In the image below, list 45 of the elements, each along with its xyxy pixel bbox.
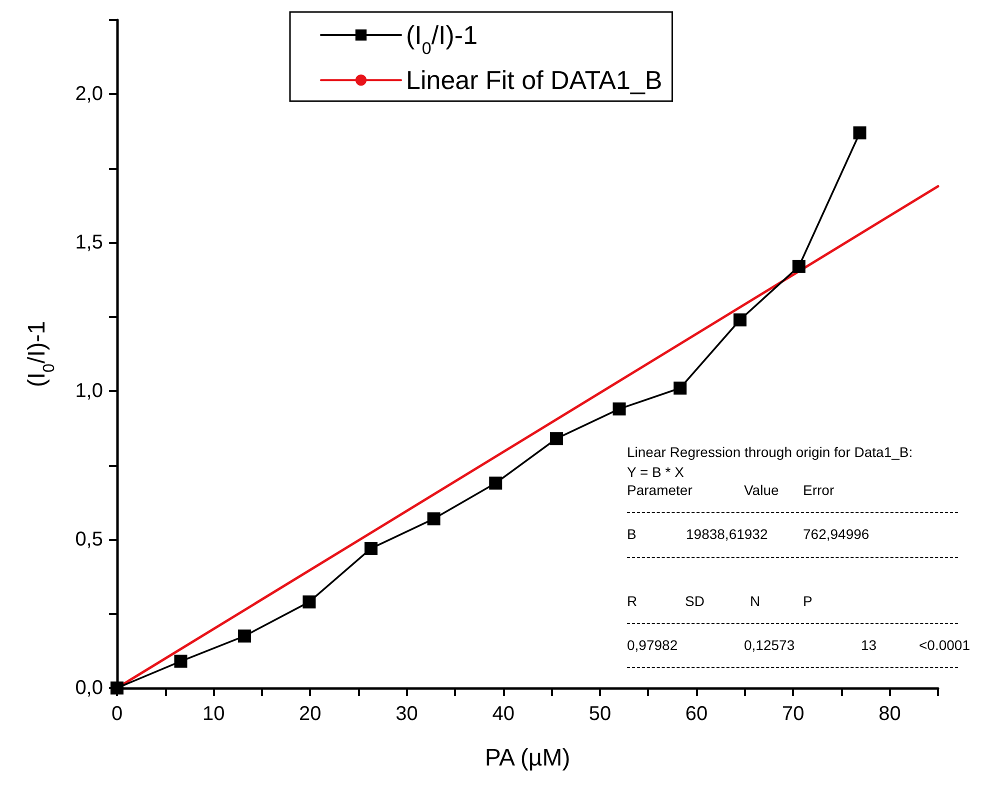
y-axis-title: (I0/I)-1 [24, 320, 58, 388]
annotation: Value [744, 482, 779, 498]
point [550, 432, 563, 446]
x-axis-title: PA (µM) [484, 744, 570, 772]
y-tick-label: 1,5 [75, 232, 103, 254]
x-tick-label: 50 [588, 703, 612, 725]
point [174, 654, 188, 668]
x-tick-label: 60 [685, 703, 708, 725]
annotation: 19838,61932 [686, 526, 768, 542]
annotation: 13 [861, 637, 877, 653]
x-tick-label: 20 [299, 703, 322, 725]
y-tick-label: 1,0 [75, 380, 103, 402]
annotation: B [627, 526, 636, 542]
x-tick-label: 80 [878, 703, 901, 725]
annotation: 0,12573 [744, 637, 795, 653]
annotation: <0.0001 [919, 637, 970, 653]
legend-label: Linear Fit of DATA1_B [406, 65, 662, 96]
y-tick-label: 0,5 [75, 528, 103, 551]
point [733, 313, 746, 326]
annotation: R [627, 593, 638, 609]
annotation: P [803, 593, 812, 609]
point [489, 476, 502, 490]
annotation: Linear Regression through origin for Data1_B: [627, 444, 913, 460]
x-tick-label: 70 [782, 703, 804, 725]
point [853, 126, 866, 140]
annotation: SD [685, 593, 704, 609]
annotation: 0,97982 [627, 637, 678, 653]
x-tick-label: 30 [396, 703, 418, 725]
point [674, 382, 687, 395]
point [427, 512, 440, 526]
point [792, 260, 806, 273]
annotation: Parameter [627, 482, 692, 498]
x-tick-label: 10 [202, 703, 225, 725]
annotation: N [750, 593, 760, 609]
point [238, 630, 251, 643]
annotation: Y = B * X [627, 464, 684, 480]
point [612, 402, 626, 416]
x-tick-label: 40 [492, 703, 514, 725]
point [302, 595, 316, 608]
y-tick-label: 2,0 [75, 83, 103, 106]
point [364, 542, 378, 555]
annotation: Error [803, 482, 834, 498]
annotation: 762,94996 [803, 526, 870, 542]
y-tick-label: 0,0 [75, 677, 103, 699]
x-tick-label: 0 [111, 703, 123, 725]
